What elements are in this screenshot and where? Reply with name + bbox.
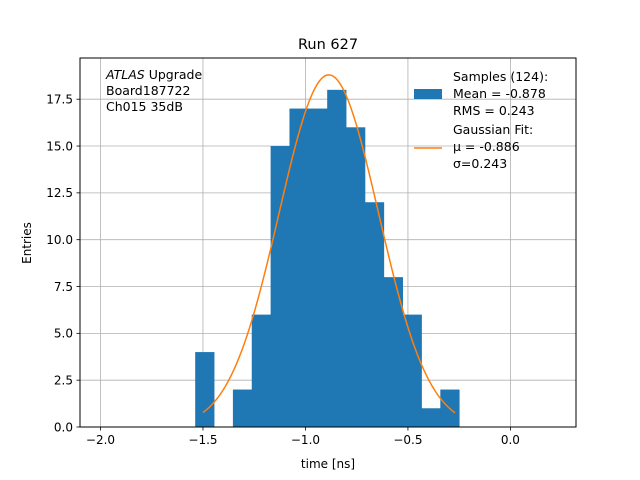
histogram-bar xyxy=(364,202,385,427)
legend-samples-text: RMS = 0.243 xyxy=(453,103,535,118)
chart-title: Run 627 xyxy=(298,37,358,53)
legend-fit-text: σ=0.243 xyxy=(453,156,507,171)
x-tick-label: −1.0 xyxy=(291,433,320,447)
histogram-bar xyxy=(383,277,404,427)
x-axis-label: time [ns] xyxy=(301,457,355,471)
annotation-line: ATLAS Upgrade xyxy=(105,67,202,82)
histogram-bars xyxy=(195,89,460,428)
y-tick-label: 5.0 xyxy=(54,327,73,341)
fit-line xyxy=(202,74,456,414)
histogram-bar xyxy=(346,127,366,427)
legend: Samples (124): Mean = -0.878 RMS = 0.243… xyxy=(414,69,548,171)
y-tick-label: 0.0 xyxy=(54,420,73,434)
histogram-bar xyxy=(232,389,253,427)
y-axis-ticks: 0.0 2.5 5.0 7.5 10.0 12.5 15.0 17.5 xyxy=(46,93,80,434)
histogram-bar xyxy=(195,352,215,427)
y-tick-label: 7.5 xyxy=(54,280,73,294)
x-tick-label: −1.5 xyxy=(188,433,217,447)
histogram-bar xyxy=(327,89,347,427)
annotation-line: Ch015 35dB xyxy=(106,99,183,114)
x-tick-label: −2.0 xyxy=(86,433,115,447)
histogram-bar xyxy=(289,108,309,427)
y-tick-label: 17.5 xyxy=(46,93,73,107)
histogram-bar xyxy=(402,314,422,427)
plot-frame xyxy=(79,57,577,428)
y-tick-label: 2.5 xyxy=(54,373,73,387)
gaussian-fit-curve xyxy=(202,74,456,414)
legend-text: Samples (124): Mean = -0.878 RMS = 0.243… xyxy=(453,69,548,171)
x-tick-label: −0.5 xyxy=(393,433,422,447)
histogram-bar xyxy=(308,108,328,427)
legend-samples-swatch xyxy=(414,89,442,99)
legend-samples-text: Mean = -0.878 xyxy=(453,86,546,101)
histogram-bar xyxy=(270,146,290,428)
y-axis-label: Entries xyxy=(20,222,34,264)
legend-samples-text: Samples (124): xyxy=(453,69,548,84)
legend-fit-text: Gaussian Fit: xyxy=(453,122,533,137)
y-tick-label: 15.0 xyxy=(46,139,73,153)
histogram-bar xyxy=(251,314,272,427)
x-axis-ticks: −2.0 −1.5 −1.0 −0.5 0.0 xyxy=(86,427,520,447)
y-tick-label: 12.5 xyxy=(46,186,73,200)
atlas-annotation: ATLAS Upgrade Board187722 Ch015 35dB xyxy=(105,67,202,114)
annotation-line: Board187722 xyxy=(106,83,190,98)
y-tick-label: 10.0 xyxy=(46,233,73,247)
legend-fit-text: μ = -0.886 xyxy=(453,139,520,154)
x-tick-label: 0.0 xyxy=(501,433,520,447)
histogram-bar xyxy=(421,408,441,427)
